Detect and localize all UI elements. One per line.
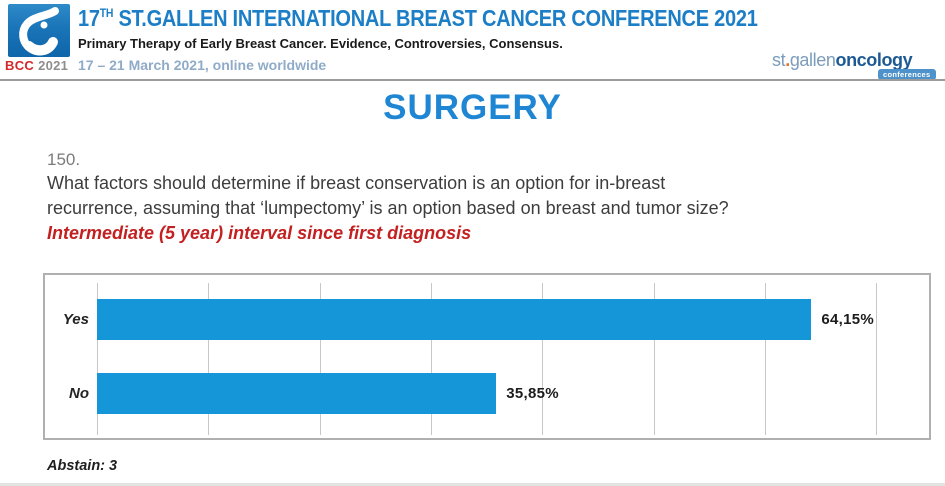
conference-title: 17TH ST.GALLEN INTERNATIONAL BREAST CANC…: [78, 5, 758, 31]
conference-dates: 17 – 21 March 2021, online worldwide: [78, 57, 327, 73]
question-line-1: What factors should determine if breast …: [47, 173, 666, 193]
section-title: SURGERY: [383, 88, 562, 127]
poll-bar-chart: 64,15% 35,85% Yes No: [43, 273, 931, 440]
brand-dot: .: [785, 50, 790, 70]
header-divider: [0, 79, 945, 81]
gridline: [542, 283, 544, 435]
bcc-year-label: BCC 2021: [5, 58, 75, 73]
gridline: [431, 283, 433, 435]
plot-area: 64,15% 35,85%: [97, 283, 921, 435]
bottom-edge: [0, 483, 945, 486]
breast-drop-icon: [19, 7, 59, 56]
conference-subtitle: Primary Therapy of Early Breast Cancer. …: [78, 36, 563, 51]
gridline: [319, 283, 321, 435]
bar-yes: [97, 299, 812, 340]
gridline: [876, 283, 878, 435]
bar-no: [97, 373, 497, 414]
gridline: [208, 283, 210, 435]
gridline: [653, 283, 655, 435]
bcc-year: 2021: [38, 58, 69, 73]
abstain-note: Abstain: 3: [47, 458, 118, 474]
question-line-2: recurrence, assuming that ‘lumpectomy’ i…: [47, 198, 729, 218]
conferences-badge: conferences: [878, 69, 936, 80]
bcc-text: BCC: [5, 58, 35, 73]
question-condition: Intermediate (5 year) interval since fir…: [47, 223, 472, 243]
gridline: [765, 283, 767, 435]
value-label-no: 35,85%: [506, 385, 559, 402]
question-text: What factors should determine if breast …: [47, 171, 807, 221]
bcc-logo: [8, 4, 70, 57]
question-number: 150.: [47, 150, 81, 169]
category-label-yes: Yes: [62, 311, 89, 328]
value-label-yes: 64,15%: [821, 311, 874, 328]
stgallen-oncology-logo: st.gallenoncology: [772, 50, 913, 70]
category-label-no: No: [69, 385, 89, 402]
gridline: [97, 283, 98, 435]
